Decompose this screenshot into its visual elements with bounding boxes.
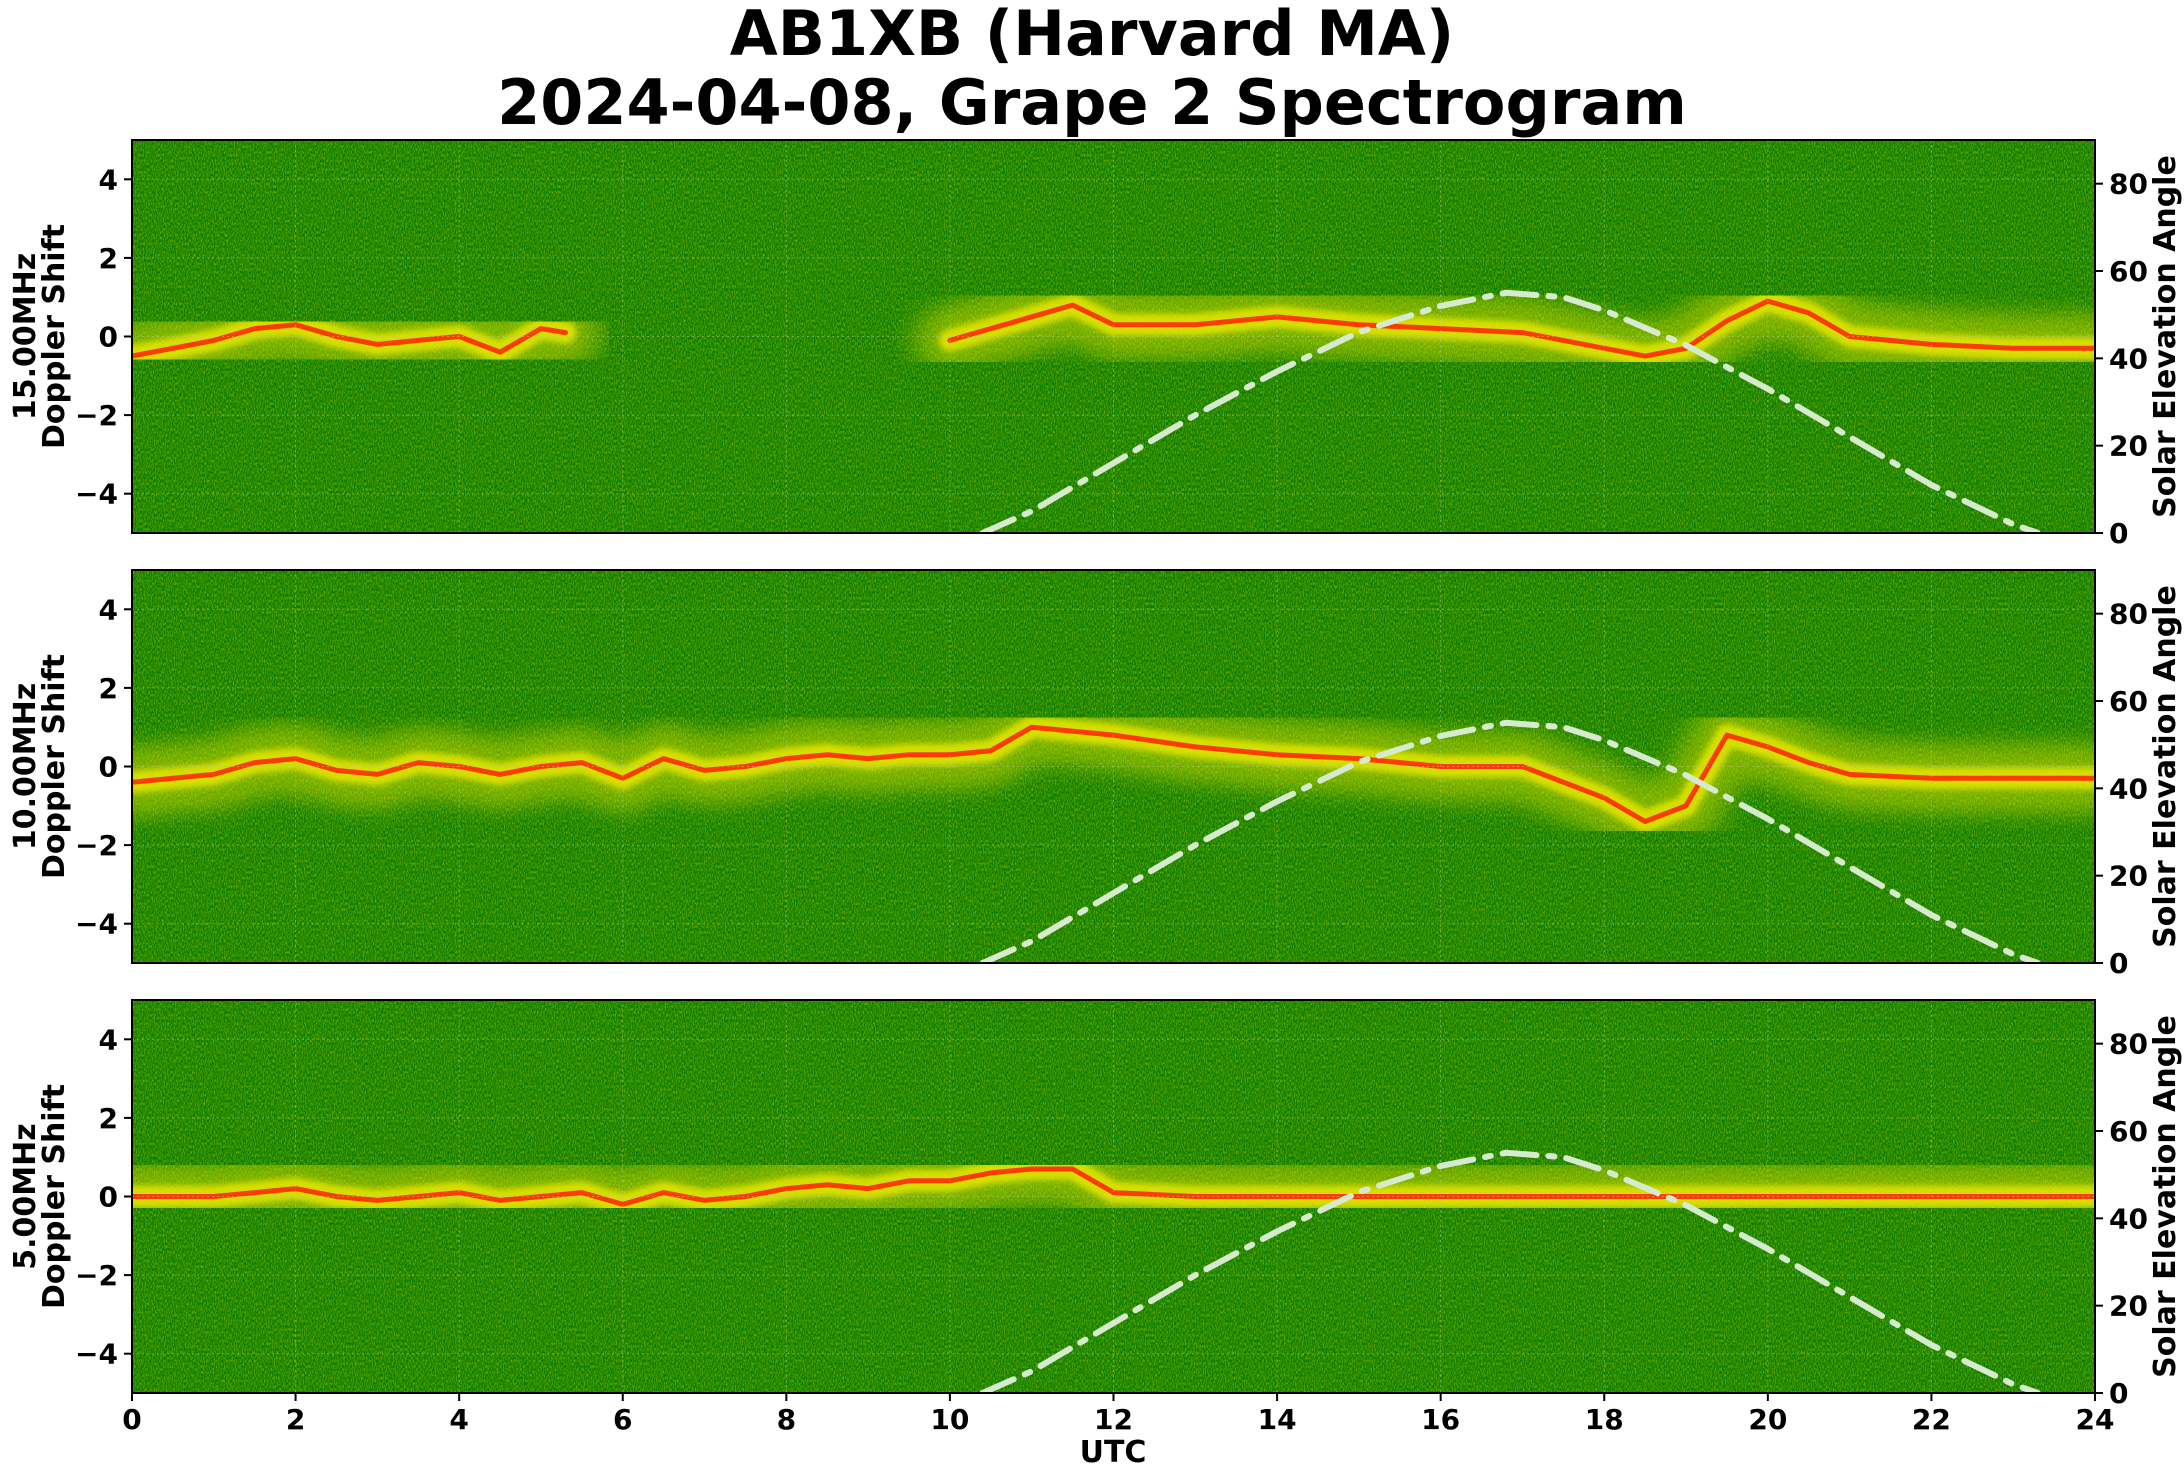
y-tick-label: 0 xyxy=(99,751,118,784)
y-tick-label: 4 xyxy=(99,593,118,626)
right-axis-label: Solar Elevation Angle xyxy=(2148,1015,2183,1378)
solar-elevation-curve xyxy=(979,719,2041,963)
y2-tick-label: 0 xyxy=(2109,517,2128,550)
doppler-trace xyxy=(132,322,568,359)
x-tick-label: 2 xyxy=(286,1403,305,1436)
y2-tick-label: 80 xyxy=(2109,1028,2148,1061)
solar-elevation-curve xyxy=(979,289,2041,533)
y-tick-label: 2 xyxy=(99,242,118,275)
doppler-trace xyxy=(947,298,2095,359)
doppler-trace xyxy=(132,724,2095,824)
x-tick-label: 20 xyxy=(1748,1403,1787,1436)
y2-tick-label: 80 xyxy=(2109,598,2148,631)
y-tick-label: −4 xyxy=(75,478,118,511)
y-tick-label: −2 xyxy=(75,399,118,432)
panel-frequency-label: 15.00MHz xyxy=(8,253,43,420)
x-axis-label: UTC xyxy=(1080,1435,1147,1470)
y-tick-label: −2 xyxy=(75,829,118,862)
x-tick-label: 6 xyxy=(613,1403,632,1436)
x-tick-label: 4 xyxy=(449,1403,468,1436)
x-tick-label: 0 xyxy=(122,1403,141,1436)
y2-tick-label: 20 xyxy=(2109,860,2148,893)
y2-tick-label: 0 xyxy=(2109,947,2128,980)
x-tick-label: 10 xyxy=(930,1403,969,1436)
right-axis-label: Solar Elevation Angle xyxy=(2148,155,2183,518)
title-line-1: AB1XB (Harvard MA) xyxy=(730,0,1454,70)
x-tick-label: 12 xyxy=(1094,1403,1133,1436)
y2-tick-label: 60 xyxy=(2109,1115,2148,1148)
panel-frequency-label: 5.00MHz xyxy=(8,1123,43,1269)
y-tick-label: −2 xyxy=(75,1259,118,1292)
y-axis-label: Doppler Shift xyxy=(37,224,72,449)
y-tick-label: 2 xyxy=(99,1102,118,1135)
panel-frequency-label: 10.00MHz xyxy=(8,683,43,850)
y-tick-label: 4 xyxy=(99,163,118,196)
y2-tick-label: 80 xyxy=(2109,168,2148,201)
solar-elevation-curve xyxy=(979,1149,2041,1393)
x-tick-label: 22 xyxy=(1912,1403,1951,1436)
y2-tick-label: 20 xyxy=(2109,430,2148,463)
y-tick-label: 0 xyxy=(99,1181,118,1214)
y2-tick-label: 60 xyxy=(2109,685,2148,718)
y2-tick-label: 0 xyxy=(2109,1377,2128,1410)
y2-tick-label: 40 xyxy=(2109,1202,2148,1235)
x-tick-label: 18 xyxy=(1585,1403,1624,1436)
x-tick-label: 16 xyxy=(1421,1403,1460,1436)
x-tick-label: 14 xyxy=(1258,1403,1297,1436)
y-tick-label: 4 xyxy=(99,1023,118,1056)
y2-tick-label: 60 xyxy=(2109,255,2148,288)
x-tick-label: 8 xyxy=(777,1403,796,1436)
y-axis-label: Doppler Shift xyxy=(37,654,72,879)
y-tick-label: 0 xyxy=(99,321,118,354)
y2-tick-label: 20 xyxy=(2109,1290,2148,1323)
y-tick-label: −4 xyxy=(75,908,118,941)
y2-tick-label: 40 xyxy=(2109,342,2148,375)
x-tick-label: 24 xyxy=(2076,1403,2115,1436)
y2-tick-label: 40 xyxy=(2109,772,2148,805)
title-line-2: 2024-04-08, Grape 2 Spectrogram xyxy=(497,66,1687,139)
y-axis-label: Doppler Shift xyxy=(37,1084,72,1309)
y-tick-label: 2 xyxy=(99,672,118,705)
right-axis-label: Solar Elevation Angle xyxy=(2148,585,2183,948)
y-tick-label: −4 xyxy=(75,1338,118,1371)
